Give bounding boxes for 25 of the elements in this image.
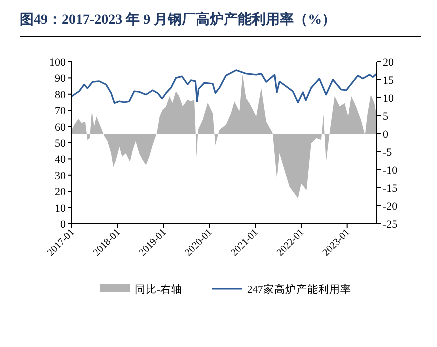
y2-tick-label: -25 [383,219,398,231]
y-tick-label: 50 [55,138,66,150]
y-tick-label: 60 [55,122,66,134]
chart-title: 图49：2017-2023 年 9 月钢厂高炉产能利用率（%） [20,11,336,28]
y2-tick-label: -20 [383,201,398,213]
y2-tick-label: -10 [383,165,398,177]
y2-tick-label: 0 [383,129,389,141]
y2-tick-label: 5 [383,111,389,123]
y2-tick-label: -15 [383,183,398,195]
legend-label: 247家高炉产能利用率 [248,283,352,296]
legend-label: 同比-右轴 [135,283,182,296]
y2-tick-label: -5 [383,147,393,159]
y2-tick-label: 15 [383,75,394,87]
y-tick-label: 40 [55,154,66,166]
y-tick-label: 70 [55,106,66,118]
y2-tick-label: 20 [383,57,394,69]
y2-tick-label: 10 [383,93,394,105]
y-tick-label: 90 [55,73,66,86]
y-tick-label: 20 [55,186,66,199]
y-tick-label: 30 [55,170,66,182]
y-tick-label: 10 [55,202,66,215]
line-series [71,70,378,104]
y-tick-label: 80 [55,89,66,102]
y-tick-label: 100 [50,57,66,69]
y-tick-label: 0 [60,219,66,231]
